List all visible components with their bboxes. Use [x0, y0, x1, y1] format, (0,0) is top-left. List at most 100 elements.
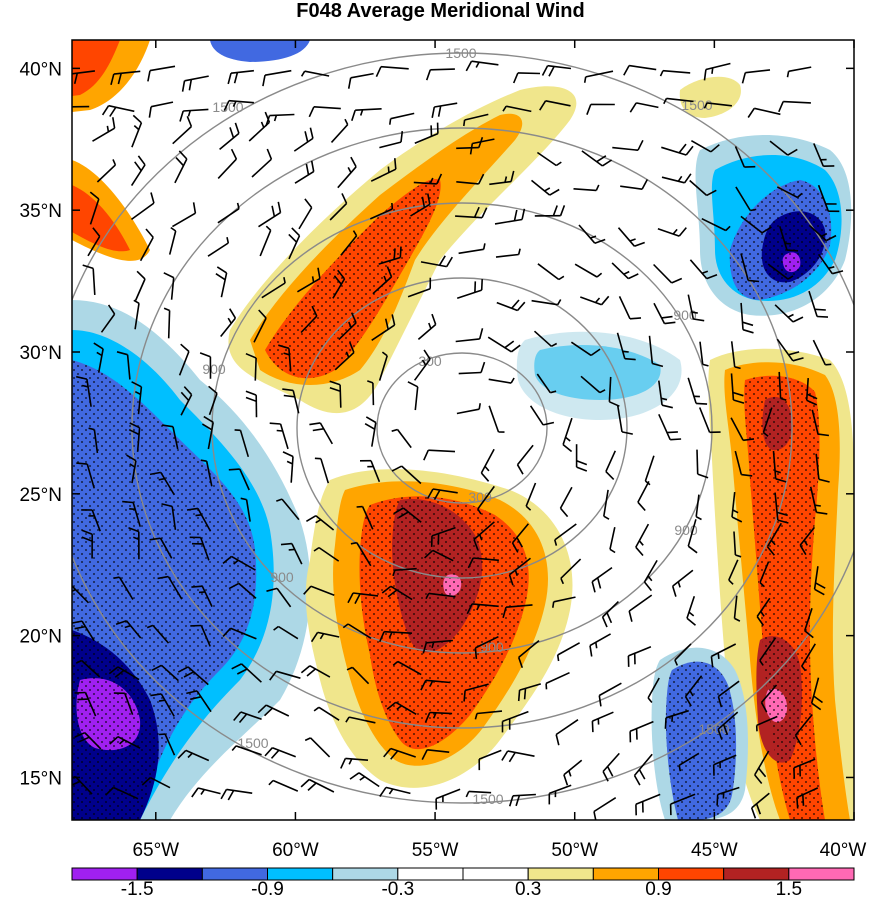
colorbar-label: 1.5: [776, 879, 802, 900]
wind-barb: [536, 151, 557, 167]
wind-barb: [472, 603, 499, 608]
wind-barb-flag: [556, 654, 560, 662]
wind-barb-flag: [227, 72, 232, 85]
wind-barb-flag: [283, 277, 286, 284]
wind-barb: [100, 313, 116, 333]
wind-barb-flag: [796, 192, 803, 198]
wind-barb-flag: [276, 498, 283, 502]
wind-barb: [226, 788, 253, 794]
range-ring-label: 1500: [472, 791, 503, 807]
wind-barb-flag: [559, 507, 569, 518]
wind-barb-flag: [801, 665, 807, 672]
wind-barb-flag: [796, 797, 799, 809]
wind-barb-flag: [388, 631, 393, 638]
wind-barb: [370, 168, 397, 182]
wind-barb: [358, 772, 380, 788]
wind-barb-flag: [310, 631, 319, 643]
wind-barb: [240, 663, 262, 683]
wind-barb-flag: [384, 318, 389, 330]
range-ring-label: 1500: [237, 735, 268, 751]
wind-barb-flag: [742, 438, 755, 442]
wind-barb: [197, 508, 212, 532]
wind-barb: [495, 253, 519, 258]
wind-barb-flag: [469, 143, 474, 155]
wind-barb: [689, 179, 708, 197]
wind-barb-flag: [383, 275, 388, 282]
wind-barb: [350, 72, 374, 79]
wind-barb-flag: [129, 422, 140, 429]
wind-barb: [537, 263, 560, 281]
wind-barb-flag: [776, 511, 788, 517]
wind-barb-flag: [258, 309, 267, 319]
wind-barb-flag: [187, 110, 192, 117]
wind-barb: [113, 70, 141, 75]
wind-barb: [118, 576, 134, 600]
wind-barb: [506, 105, 532, 113]
wind-barb-flag: [652, 362, 664, 368]
wind-barb: [518, 639, 540, 659]
wind-barb: [124, 693, 134, 715]
wind-barb-flag: [661, 397, 668, 401]
wind-barb: [117, 666, 140, 681]
wind-barb: [629, 720, 654, 733]
wind-barb: [420, 261, 447, 268]
wind-barb: [84, 692, 97, 717]
wind-barb: [672, 569, 694, 587]
wind-barb: [801, 643, 816, 667]
wind-barb: [200, 625, 211, 647]
wind-barb-flag: [304, 198, 313, 209]
wind-barb: [134, 303, 140, 330]
wind-barb: [603, 489, 609, 517]
wind-barb-flag: [637, 501, 646, 512]
wind-barb-flag: [501, 750, 509, 761]
wind-barb-flag: [521, 208, 526, 220]
colorbar-label: 0.9: [645, 879, 671, 900]
wind-barb-flag: [741, 72, 747, 84]
wind-barb: [384, 630, 413, 634]
wind-barb-flag: [661, 315, 673, 319]
wind-barb-flag: [291, 227, 301, 237]
wind-barb-flag: [150, 693, 162, 697]
wind-barb: [251, 158, 272, 178]
wind-barb-flag: [201, 423, 213, 431]
wind-barb-flag: [257, 704, 267, 714]
wind-barb: [240, 711, 262, 721]
wind-barb-flag: [431, 641, 435, 649]
wind-barb-flag: [552, 205, 558, 217]
wind-barb-flag: [775, 478, 787, 483]
wind-barb-flag: [354, 593, 361, 604]
wind-barb-flag: [702, 363, 709, 367]
wind-barb: [339, 384, 342, 408]
wind-barb-flag: [223, 100, 230, 111]
wind-barb-flag: [266, 148, 273, 160]
wind-barb: [258, 211, 281, 228]
wind-barb-flag: [183, 671, 195, 678]
wind-barb-flag: [119, 739, 125, 745]
wind-barb-flag: [683, 173, 692, 184]
wind-barb: [81, 659, 101, 678]
y-tick-label: 30°N: [20, 343, 62, 364]
wind-barb-flag: [265, 225, 272, 231]
wind-barb: [635, 523, 650, 548]
wind-barb-flag: [804, 630, 814, 639]
x-tick-label: 45°W: [691, 840, 738, 861]
wind-barb-flag: [787, 275, 794, 280]
wind-barb-flag: [199, 352, 211, 358]
wind-barb-flag: [157, 575, 169, 580]
wind-barb-flag: [308, 106, 315, 118]
wind-barb-flag: [234, 122, 240, 134]
wind-barb-flag: [215, 273, 226, 281]
wind-barb-flag: [96, 351, 103, 357]
wind-barb-flag: [701, 270, 709, 275]
wind-barb-flag: [114, 669, 125, 678]
wind-barb-flag: [388, 788, 394, 795]
wind-barb-flag: [387, 589, 398, 598]
wind-barb-flag: [750, 208, 757, 212]
wind-barb-flag: [266, 587, 278, 592]
wind-barb: [602, 601, 619, 618]
wind-barb-flag: [647, 575, 653, 582]
range-ring-label: 900: [480, 639, 504, 655]
wind-barb: [245, 499, 251, 522]
wind-barb-flag: [391, 428, 398, 432]
wind-barb: [657, 227, 680, 237]
